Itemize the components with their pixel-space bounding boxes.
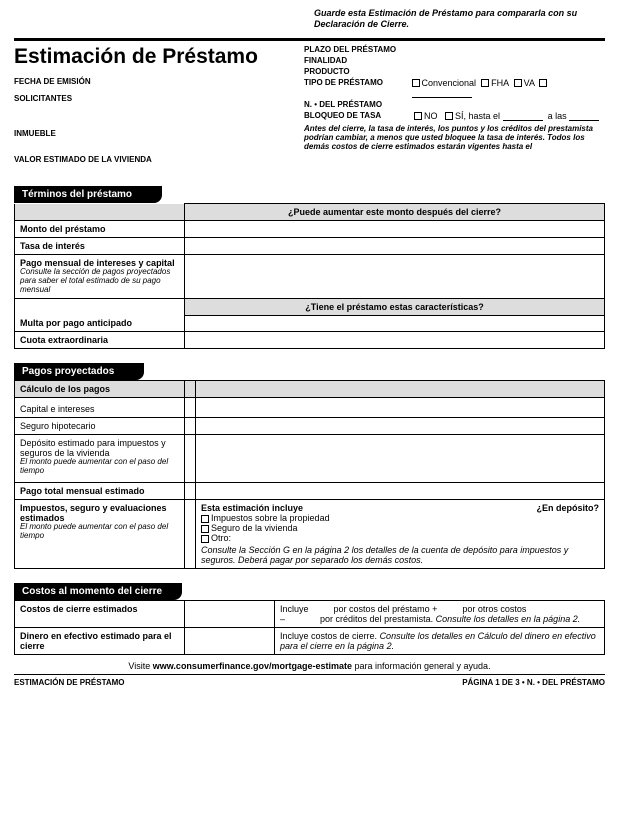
field-valor: VALOR ESTIMADO DE LA VIVIENDA	[14, 156, 304, 165]
inc-note: Consulte la Sección G en la página 2 los…	[201, 545, 599, 565]
costos-desc: Incluye por costos del préstamo + por ot…	[275, 600, 605, 627]
row-multa: Multa por pago anticipado	[15, 315, 185, 332]
top-note: Guarde esta Estimación de Préstamo para …	[314, 8, 605, 30]
pagos-table: Cálculo de los pagos Capital e intereses…	[14, 380, 605, 569]
checkbox-si[interactable]	[445, 112, 453, 120]
tipo-options: Convencional FHA VA	[412, 78, 605, 98]
label-finalidad: FINALIDAD	[304, 56, 414, 65]
c-t4: –	[280, 614, 285, 624]
label-num: N. • DEL PRÉSTAMO	[304, 100, 414, 109]
label-plazo: PLAZO DEL PRÉSTAMO	[304, 45, 414, 54]
row-total: Pago total mensual estimado	[15, 482, 185, 499]
checkbox-conv[interactable]	[412, 79, 420, 87]
rate-disclaimer: Antes del cierre, la tasa de interés, lo…	[304, 124, 605, 152]
d-t1: Incluye costos de cierre.	[280, 631, 377, 641]
field-fecha: FECHA DE EMISIÓN	[14, 77, 304, 86]
blank-tipo[interactable]	[412, 88, 472, 98]
opt-seg-viv: Seguro de la vivienda	[211, 523, 298, 533]
costos-table: Costos de cierre estimados Incluye por c…	[14, 600, 605, 655]
c-t1: Incluye	[280, 604, 309, 614]
footer-left: ESTIMACIÓN DE PRÉSTAMO	[14, 678, 125, 687]
opt-no: NO	[424, 111, 438, 121]
impuestos-label: Impuestos, seguro y evaluaciones estimad…	[20, 503, 167, 523]
checkbox-fha[interactable]	[481, 79, 489, 87]
estimacion-incluye: Esta estimación incluye ¿En depósito? Im…	[196, 499, 605, 568]
row-impuestos: Impuestos, seguro y evaluaciones estimad…	[15, 499, 185, 568]
blank-alas[interactable]	[569, 111, 599, 121]
row-dep-sub: El monto puede aumentar con el paso del …	[20, 458, 179, 476]
opt-si: SÍ, hasta el	[455, 111, 500, 121]
inc-title: Esta estimación incluye	[201, 503, 303, 513]
dep-title: ¿En depósito?	[537, 503, 600, 513]
row-dinero-efectivo: Dinero en efectivo estimado para el cier…	[15, 627, 185, 654]
header-block: Estimación de Préstamo FECHA DE EMISIÓN …	[14, 38, 605, 173]
row-seguro: Seguro hipotecario	[15, 418, 185, 435]
opt-va: VA	[524, 78, 535, 88]
section-terminos: Términos del préstamo	[14, 186, 162, 203]
checkbox-seg-viv[interactable]	[201, 525, 209, 533]
label-producto: PRODUCTO	[304, 67, 414, 76]
row-dep-label: Depósito estimado para impuestos y segur…	[20, 438, 166, 458]
q-aumentar: ¿Puede aumentar este monto después del c…	[185, 204, 605, 221]
c-t3: por otros costos	[462, 604, 526, 614]
section-pagos: Pagos proyectados	[14, 363, 144, 380]
row-pago-sub: Consulte la sección de pagos proyectados…	[20, 268, 179, 294]
label-tipo: TIPO DE PRÉSTAMO	[304, 78, 412, 98]
row-cuota: Cuota extraordinaria	[15, 332, 185, 349]
footer-right: PÁGINA 1 DE 3 • N. • DEL PRÉSTAMO	[462, 678, 605, 687]
impuestos-sub: El monto puede aumentar con el paso del …	[20, 523, 179, 541]
checkbox-no[interactable]	[414, 112, 422, 120]
opt-imp-prop: Impuestos sobre la propiedad	[211, 513, 330, 523]
bloqueo-options: NO SÍ, hasta el a las	[414, 111, 599, 121]
row-tasa: Tasa de interés	[15, 238, 185, 255]
c-t6: Consulte los detalles en la página 2.	[436, 614, 581, 624]
opt-alas: a las	[548, 111, 567, 121]
checkbox-imp-prop[interactable]	[201, 515, 209, 523]
q-caracteristicas: ¿Tiene el préstamo estas características…	[185, 298, 605, 315]
field-inmueble: INMUEBLE	[14, 129, 304, 138]
row-calculo: Cálculo de los pagos	[15, 381, 185, 398]
field-solicitantes: SOLICITANTES	[14, 94, 304, 103]
c-t5: por créditos del prestamista.	[320, 614, 433, 624]
row-monto: Monto del préstamo	[15, 221, 185, 238]
row-dep: Depósito estimado para impuestos y segur…	[15, 435, 185, 483]
row-costos-cierre: Costos de cierre estimados	[15, 600, 185, 627]
footer-row: ESTIMACIÓN DE PRÉSTAMO PÁGINA 1 DE 3 • N…	[14, 678, 605, 687]
row-pago: Pago mensual de intereses y capital Cons…	[15, 255, 185, 298]
opt-fha: FHA	[491, 78, 509, 88]
row-cap: Capital e intereses	[15, 398, 185, 418]
footer-url[interactable]: www.consumerfinance.gov/mortgage-estimat…	[153, 661, 352, 671]
footer-link: Visite www.consumerfinance.gov/mortgage-…	[14, 661, 605, 675]
page-title: Estimación de Préstamo	[14, 38, 304, 69]
section-costos: Costos al momento del cierre	[14, 583, 182, 600]
opt-otro: Otro:	[211, 533, 231, 543]
checkbox-otro[interactable]	[201, 535, 209, 543]
c-t2: por costos del préstamo +	[334, 604, 438, 614]
checkbox-va[interactable]	[514, 79, 522, 87]
terminos-table: ¿Puede aumentar este monto después del c…	[14, 203, 605, 349]
label-bloqueo: BLOQUEO DE TASA	[304, 111, 414, 121]
footer-visit2: para información general y ayuda.	[352, 661, 491, 671]
opt-conv: Convencional	[422, 78, 477, 88]
dinero-desc: Incluye costos de cierre. Consulte los d…	[275, 627, 605, 654]
footer-visit1: Visite	[128, 661, 152, 671]
blank-hasta[interactable]	[503, 111, 543, 121]
checkbox-other[interactable]	[539, 79, 547, 87]
